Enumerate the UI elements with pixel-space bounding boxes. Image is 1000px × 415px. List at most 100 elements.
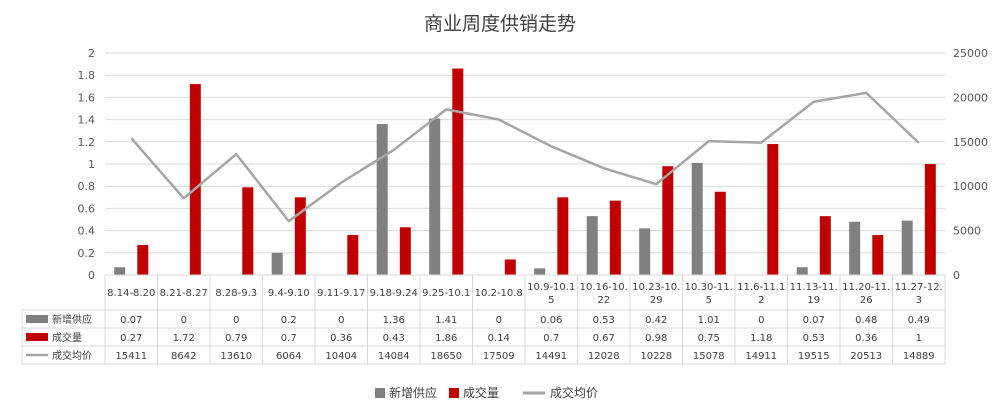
- left-tick-label: 0.6: [78, 202, 96, 215]
- left-tick-label: 1.2: [78, 136, 96, 149]
- bar-supply: [271, 252, 283, 275]
- bar-volume: [767, 144, 779, 275]
- bar-supply: [534, 268, 546, 275]
- row-key-swatch: [26, 333, 48, 341]
- bar-supply: [639, 228, 651, 275]
- category-label: 10.30-11.: [685, 282, 733, 293]
- left-tick-label: 0.8: [78, 180, 96, 193]
- category-label: 10.9-10.1: [527, 282, 575, 293]
- table-cell: 0.43: [383, 333, 405, 344]
- table-cell: 0.36: [330, 333, 352, 344]
- table-cell: 12028: [588, 351, 620, 362]
- table-cell: 8642: [171, 351, 196, 362]
- bar-supply: [691, 162, 703, 275]
- table-cell: 13610: [220, 351, 252, 362]
- table-cell: 0.98: [645, 333, 667, 344]
- category-label: 22: [597, 295, 610, 306]
- table-cell: 0: [181, 315, 187, 326]
- table-cell: 1.72: [173, 333, 195, 344]
- table-cell: 1: [916, 333, 922, 344]
- bar-volume: [137, 245, 149, 275]
- left-tick-label: 1.6: [78, 91, 96, 104]
- bar-volume: [399, 227, 411, 275]
- category-label: 11.20-11.: [842, 282, 890, 293]
- category-label: 8.21-8.27: [160, 288, 208, 299]
- table-cell: 17509: [483, 351, 515, 362]
- bar-supply: [796, 267, 808, 275]
- legend: 新增供应 成交量 成交均价: [375, 385, 598, 400]
- category-label: 8.14-8.20: [107, 288, 155, 299]
- table-cell: 0.06: [540, 315, 562, 326]
- bar-volume: [609, 200, 621, 275]
- category-label: 8.28-9.3: [215, 288, 257, 299]
- category-label: 29: [650, 295, 663, 306]
- category-label: 10.23-10.: [632, 282, 680, 293]
- right-tick-label: 25000: [953, 47, 988, 60]
- bar-volume: [189, 84, 201, 275]
- bar-volume: [662, 166, 674, 275]
- bar-supply: [114, 267, 126, 275]
- table-cell: 14911: [745, 351, 777, 362]
- table-cell: 0.7: [281, 333, 297, 344]
- left-tick-label: 2: [88, 47, 95, 60]
- left-tick-label: 0.2: [78, 247, 96, 260]
- price-line-path: [130, 91, 920, 223]
- bar-supply: [901, 220, 913, 275]
- table-cell: 0.14: [488, 333, 510, 344]
- table-cell: 0.53: [803, 333, 825, 344]
- bar-volume: [504, 259, 516, 275]
- table-cell: 14491: [535, 351, 567, 362]
- category-label: 5: [706, 295, 712, 306]
- table-cell: 1.18: [750, 333, 772, 344]
- left-tick-label: 1: [88, 158, 95, 171]
- category-label: 9.18-9.24: [370, 288, 418, 299]
- table-cell: 0.48: [855, 315, 877, 326]
- table-cell: 0: [496, 315, 502, 326]
- table-cell: 0.2: [281, 315, 297, 326]
- bar-supply: [429, 118, 441, 276]
- table-cell: 0.36: [855, 333, 877, 344]
- table-cell: 0.49: [908, 315, 930, 326]
- data-table: 8.14-8.20 8.21-8.27 8.28-9.3 9.4-9.10 9.11-9…: [21, 274, 946, 365]
- table-cell: 0.67: [593, 333, 615, 344]
- table-cell: 0.7: [543, 333, 559, 344]
- table-cell: 0: [233, 315, 239, 326]
- right-tick-label: 20000: [953, 91, 988, 104]
- table-cell: 15411: [115, 351, 147, 362]
- category-label: 26: [860, 295, 873, 306]
- category-label: 11.13-11.: [790, 282, 838, 293]
- table-cell: 20513: [850, 351, 882, 362]
- table-cell: 10228: [640, 351, 672, 362]
- left-tick-label: 1.4: [78, 114, 96, 127]
- table-cell: 6064: [276, 351, 301, 362]
- table-cell: 0.53: [593, 315, 615, 326]
- category-label: 11.27-12.: [895, 282, 943, 293]
- table-cell: 0.07: [120, 315, 142, 326]
- right-axis: 0 5000 10000 15000 20000 25000: [953, 47, 988, 282]
- right-tick-label: 0: [953, 269, 960, 282]
- table-cell: 10404: [325, 351, 357, 362]
- category-label: 9.11-9.17: [317, 288, 365, 299]
- legend-swatch: [449, 388, 459, 398]
- table-cell: 0.79: [225, 333, 247, 344]
- category-label: 9.25-10.1: [422, 288, 470, 299]
- bar-volume: [294, 197, 306, 275]
- left-tick-label: 1.8: [78, 69, 96, 82]
- row-header: 成交均价: [52, 349, 92, 362]
- table-cell: 1.86: [435, 333, 457, 344]
- category-label: 10.2-10.8: [475, 288, 523, 299]
- left-tick-label: 0: [88, 269, 95, 282]
- table-cell: 0.07: [803, 315, 825, 326]
- category-label: 9.4-9.10: [268, 288, 310, 299]
- right-tick-label: 10000: [953, 180, 988, 193]
- table-cell: 1.41: [435, 315, 457, 326]
- category-label: 10.16-10.: [580, 282, 628, 293]
- category-label: 19: [807, 295, 820, 306]
- bar-supply: [586, 216, 598, 275]
- bar-volume: [924, 164, 936, 275]
- row-header: 成交量: [52, 331, 82, 344]
- bar-volume: [452, 68, 464, 275]
- legend-label: 成交均价: [550, 385, 598, 400]
- table-cell: 0: [758, 315, 764, 326]
